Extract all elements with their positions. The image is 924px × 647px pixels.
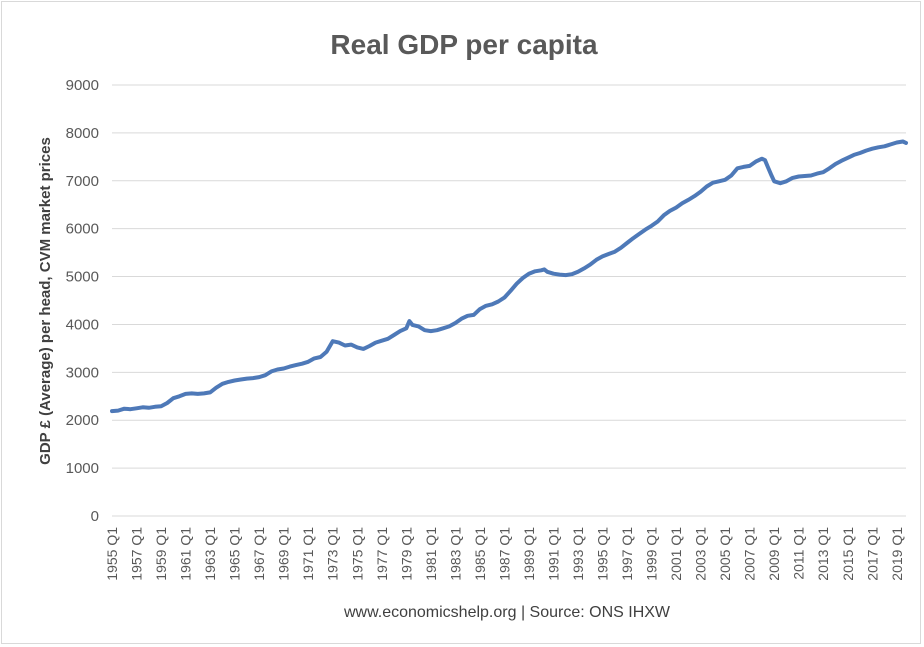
x-tick-label: 1965 Q1 <box>227 527 243 581</box>
x-tick-label: 1971 Q1 <box>300 527 316 581</box>
x-tick-label: 1967 Q1 <box>251 527 267 581</box>
x-tick-label: 1957 Q1 <box>129 527 145 581</box>
y-tick-label: 2000 <box>66 412 99 429</box>
x-tick-label: 1983 Q1 <box>447 527 463 581</box>
x-tick-label: 2005 Q1 <box>717 527 733 581</box>
y-tick-label: 8000 <box>66 125 99 142</box>
x-tick-label: 1963 Q1 <box>202 527 218 581</box>
x-tick-label: 1993 Q1 <box>570 527 586 581</box>
x-tick-label: 2001 Q1 <box>668 527 684 581</box>
x-tick-label: 2011 Q1 <box>791 527 807 580</box>
x-tick-label: 1977 Q1 <box>374 527 390 581</box>
y-tick-label: 1000 <box>66 460 99 477</box>
x-tick-label: 2007 Q1 <box>742 527 758 581</box>
y-tick-label: 4000 <box>66 316 99 333</box>
x-tick-label: 2017 Q1 <box>864 527 880 581</box>
y-axis-label: GDP £ (Average) per head, CVM market pri… <box>37 137 54 465</box>
x-tick-label: 2003 Q1 <box>693 527 709 581</box>
y-tick-label: 9000 <box>66 77 99 94</box>
x-tick-label: 1961 Q1 <box>178 527 194 581</box>
series-layer <box>110 139 908 414</box>
y-tick-label: 3000 <box>66 364 99 381</box>
x-ticks-layer: 1955 Q1 1957 Q1 1959 Q1 1961 Q1 1963 Q1 1965 … <box>104 527 905 581</box>
x-tick-label: 2013 Q1 <box>815 527 831 581</box>
x-axis-label: www.economicshelp.org | Source: ONS IHXW <box>343 604 671 621</box>
x-tick-label: 1987 Q1 <box>496 527 512 581</box>
x-tick-label: 1973 Q1 <box>325 527 341 581</box>
chart-title: Real GDP per capita <box>330 29 598 60</box>
x-tick-label: 1995 Q1 <box>595 527 611 581</box>
x-tick-label: 2015 Q1 <box>840 527 856 581</box>
y-ticks-layer: 0 1000 2000 3000 4000 5000 6000 7000 8000 9000 <box>66 77 99 525</box>
x-tick-label: 2019 Q1 <box>889 527 905 581</box>
x-tick-label: 1991 Q1 <box>545 527 561 581</box>
x-tick-label: 1955 Q1 <box>104 527 120 581</box>
y-tick-label: 0 <box>91 508 99 525</box>
x-tick-label: 1999 Q1 <box>644 527 660 581</box>
x-tick-label: 1989 Q1 <box>521 527 537 581</box>
x-tick-label: 1969 Q1 <box>276 527 292 581</box>
x-tick-label: 1981 Q1 <box>423 527 439 581</box>
x-tick-label: 1985 Q1 <box>472 527 488 581</box>
x-tick-label: 1959 Q1 <box>153 527 169 581</box>
x-tick-label: 1975 Q1 <box>349 527 365 581</box>
y-tick-label: 7000 <box>66 173 99 190</box>
grid-layer <box>112 84 906 517</box>
x-tick-label: 2009 Q1 <box>766 527 782 581</box>
x-tick-label: 1997 Q1 <box>619 527 635 581</box>
y-tick-label: 6000 <box>66 221 99 238</box>
series-line-0 <box>110 139 908 414</box>
x-tick-label: 1979 Q1 <box>398 527 414 581</box>
y-tick-label: 5000 <box>66 269 99 286</box>
